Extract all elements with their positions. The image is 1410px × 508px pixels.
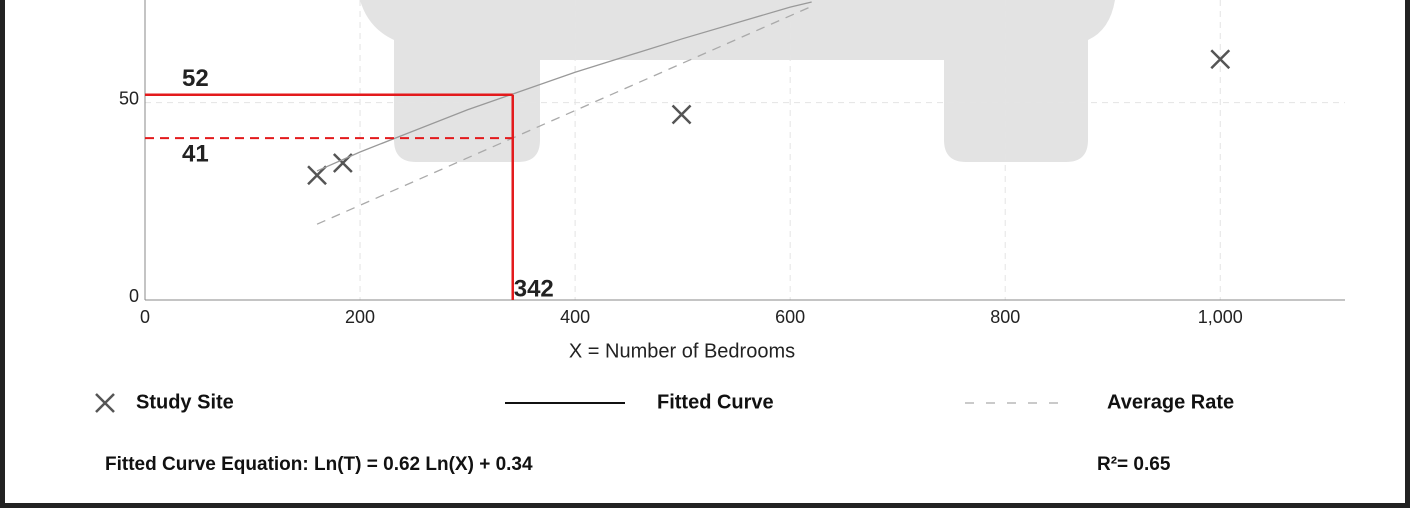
r-squared: R²= 0.65 — [1097, 454, 1171, 475]
x-axis-title: X = Number of Bedrooms — [569, 340, 795, 362]
legend-label: Fitted Curve — [657, 391, 774, 413]
x-tick-label: 800 — [990, 307, 1020, 327]
x-tick-label: 400 — [560, 307, 590, 327]
y-tick-label: 50 — [119, 88, 139, 108]
average-rate-line — [316, 5, 812, 225]
frame-left — [0, 0, 5, 508]
x-marker — [307, 165, 327, 186]
x-tick-label: 1,000 — [1198, 307, 1243, 327]
plot-area: 0 200 400 600 800 1,000 0 50 52 41 342 — [119, 0, 1345, 327]
fitted-curve — [316, 1, 812, 172]
x-tick-label: 200 — [345, 307, 375, 327]
x-tick-label: 0 — [140, 307, 150, 327]
x-tick-label: 600 — [775, 307, 805, 327]
legend-label: Study Site — [136, 391, 234, 413]
watermark — [360, 0, 1115, 162]
highlight-fitted-label: 52 — [182, 65, 209, 92]
y-tick-label: 0 — [129, 286, 139, 306]
frame-right — [1405, 0, 1410, 508]
legend-label: Average Rate — [1107, 391, 1234, 413]
x-marker — [1210, 49, 1231, 70]
x-marker — [671, 104, 692, 125]
frame-bottom — [0, 503, 1410, 508]
equation: Fitted Curve Equation: Ln(T) = 0.62 Ln(X… — [105, 454, 533, 475]
highlight-x-label: 342 — [514, 275, 554, 302]
highlight-average-label: 41 — [182, 141, 209, 168]
legend-marker — [95, 393, 115, 413]
